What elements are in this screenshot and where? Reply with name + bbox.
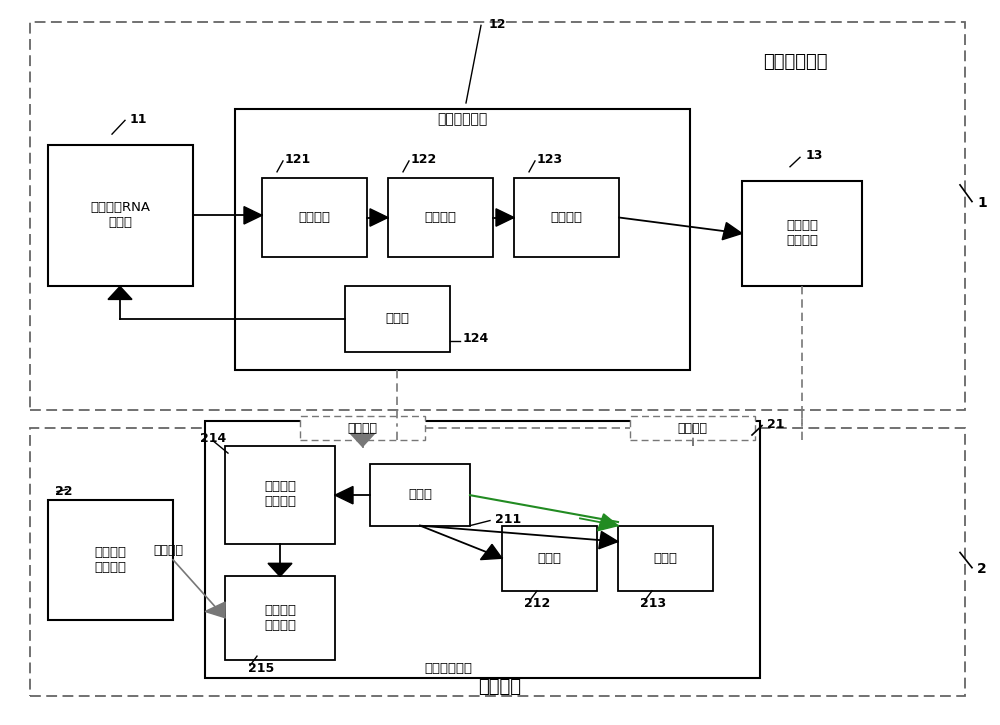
Polygon shape <box>335 486 353 504</box>
Text: 第三无线
通信模块: 第三无线 通信模块 <box>264 604 296 631</box>
Bar <box>48 145 193 286</box>
Text: 反应器: 反应器 <box>386 312 410 326</box>
Text: 213: 213 <box>640 597 666 610</box>
Text: 122: 122 <box>411 153 437 166</box>
Text: 控制器: 控制器 <box>408 488 432 501</box>
Polygon shape <box>496 209 514 226</box>
Text: 显示器: 显示器 <box>537 552 561 565</box>
Bar <box>300 416 425 440</box>
Bar <box>502 526 597 591</box>
Bar <box>235 109 690 370</box>
Text: 212: 212 <box>524 597 550 610</box>
Text: 215: 215 <box>248 662 274 675</box>
Text: 无线传输: 无线传输 <box>153 544 183 558</box>
Text: 输出接口: 输出接口 <box>550 211 582 224</box>
Polygon shape <box>480 544 502 560</box>
Bar <box>370 464 470 526</box>
Polygon shape <box>108 286 132 299</box>
Text: 第二无线
通信模块: 第二无线 通信模块 <box>264 481 296 508</box>
Bar <box>630 416 755 440</box>
Text: 输入接口: 输入接口 <box>298 211 330 224</box>
Bar <box>514 178 619 257</box>
Text: 13: 13 <box>806 149 823 162</box>
Text: 2: 2 <box>977 562 987 576</box>
Polygon shape <box>599 531 618 549</box>
Text: 1: 1 <box>977 196 987 210</box>
Text: 数据接收设备: 数据接收设备 <box>424 662 472 675</box>
Bar <box>345 286 450 352</box>
Bar <box>48 500 173 620</box>
Bar <box>205 420 760 678</box>
Bar <box>262 178 367 257</box>
Text: 智能移动
终端设备: 智能移动 终端设备 <box>94 546 126 573</box>
Polygon shape <box>351 434 374 447</box>
Polygon shape <box>268 563 292 576</box>
Bar <box>618 526 713 591</box>
Text: 无线传输: 无线传输 <box>348 422 378 434</box>
Bar <box>30 22 965 410</box>
Text: 123: 123 <box>537 153 563 166</box>
Polygon shape <box>205 602 225 618</box>
Text: 11: 11 <box>130 113 148 126</box>
Bar <box>742 181 862 286</box>
Bar <box>225 446 335 544</box>
Bar <box>388 178 493 257</box>
Text: 微处理器: 微处理器 <box>424 211 456 224</box>
Text: 无线传输: 无线传输 <box>678 422 708 434</box>
Text: 214: 214 <box>200 432 226 445</box>
Text: 121: 121 <box>285 153 311 166</box>
Bar <box>225 576 335 660</box>
Text: 警报器: 警报器 <box>653 552 677 565</box>
Polygon shape <box>598 514 618 531</box>
Polygon shape <box>722 223 742 240</box>
Text: 12: 12 <box>489 18 507 31</box>
Text: 21: 21 <box>767 418 784 431</box>
Text: 循环游离RNA
传感器: 循环游离RNA 传感器 <box>90 202 150 229</box>
Text: 数据处理模块: 数据处理模块 <box>437 112 487 127</box>
Text: 第一无线
通信模块: 第一无线 通信模块 <box>786 220 818 247</box>
Text: 体内植入组件: 体内植入组件 <box>763 53 827 70</box>
Bar <box>30 428 965 696</box>
Polygon shape <box>244 207 262 224</box>
Polygon shape <box>370 209 388 226</box>
Text: 211: 211 <box>495 513 521 526</box>
Text: 22: 22 <box>55 485 72 498</box>
Text: 体外组件: 体外组件 <box>479 679 522 696</box>
Text: 124: 124 <box>463 332 489 345</box>
